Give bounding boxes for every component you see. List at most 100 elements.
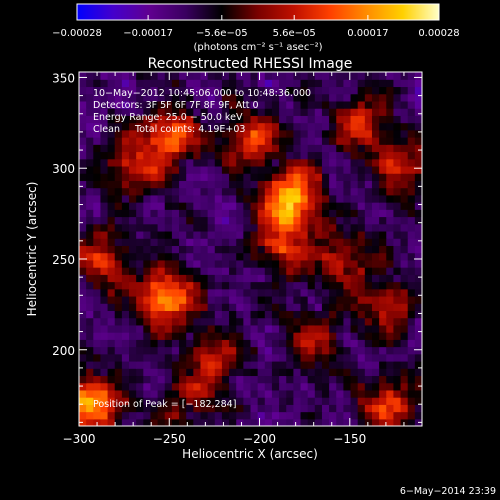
heatmap-cell <box>314 339 323 348</box>
heatmap-cell <box>293 108 302 116</box>
heatmap-cell <box>329 108 337 116</box>
heatmap-cell <box>107 173 116 181</box>
heatmap-cell <box>236 79 244 88</box>
heatmap-cell <box>186 100 194 109</box>
heatmap-cell <box>229 259 237 268</box>
heatmap-cell <box>329 411 337 420</box>
heatmap-cell <box>136 382 144 391</box>
heatmap-cell <box>121 158 130 167</box>
heatmap-cell <box>329 93 337 102</box>
heatmap-cell <box>264 303 273 311</box>
heatmap-cell <box>314 252 323 261</box>
heatmap-cell <box>414 202 422 210</box>
heatmap-cell <box>171 202 180 210</box>
heatmap-cell <box>186 324 194 333</box>
heatmap-cell <box>264 223 273 232</box>
heatmap-cell <box>329 418 337 426</box>
heatmap-cell <box>229 295 237 304</box>
heatmap-cell <box>143 194 152 203</box>
heatmap-cell <box>386 259 395 268</box>
heatmap-cell <box>257 165 266 174</box>
heatmap-cell <box>407 281 416 290</box>
heatmap-cell <box>207 108 216 116</box>
heatmap-cell <box>93 202 102 210</box>
heatmap-cell <box>357 360 366 369</box>
heatmap-cell <box>336 274 344 283</box>
heatmap-cell <box>379 404 387 413</box>
heatmap-cell <box>93 216 102 225</box>
heatmap-cell <box>386 115 395 124</box>
heatmap-cell <box>93 259 102 268</box>
heatmap-cell <box>371 194 380 203</box>
heatmap-cell <box>214 151 223 160</box>
heatmap-cell <box>100 86 109 95</box>
heatmap-cell <box>214 397 223 405</box>
heatmap-cell <box>286 129 294 138</box>
heatmap-cell <box>250 281 259 290</box>
heatmap-cell <box>257 288 266 297</box>
heatmap-cell <box>221 274 230 283</box>
heatmap-cell <box>207 295 216 304</box>
heatmap-cell <box>343 360 352 369</box>
heatmap-cell <box>86 93 94 102</box>
heatmap-cell <box>321 295 330 304</box>
heatmap-cell <box>343 165 352 174</box>
heatmap-cell <box>93 165 102 174</box>
heatmap-cell <box>307 245 316 254</box>
heatmap-cell <box>129 324 137 333</box>
heatmap-cell <box>107 346 116 355</box>
heatmap-cell <box>121 122 130 131</box>
heatmap-cell <box>200 281 209 290</box>
heatmap-cell <box>386 86 395 95</box>
heatmap-cell <box>100 129 109 138</box>
heatmap-cell <box>100 72 109 80</box>
heatmap-cell <box>164 223 173 232</box>
heatmap-cell <box>186 144 194 153</box>
heatmap-cell <box>79 295 87 304</box>
heatmap-cell <box>129 295 137 304</box>
heatmap-cell <box>243 317 252 326</box>
heatmap-cell <box>357 310 366 319</box>
heatmap-cell <box>93 288 102 297</box>
heatmap-cell <box>136 79 144 88</box>
heatmap-cell <box>79 375 87 384</box>
heatmap-cell <box>157 137 166 145</box>
heatmap-cell <box>179 144 187 153</box>
heatmap-cell <box>314 100 323 109</box>
heatmap-cell <box>129 230 137 239</box>
heatmap-cell <box>164 397 173 405</box>
heatmap-cell <box>271 310 280 319</box>
heatmap-cell <box>371 202 380 210</box>
heatmap-cell <box>143 122 152 131</box>
heatmap-cell <box>314 129 323 138</box>
heatmap-cell <box>179 158 187 167</box>
heatmap-cell <box>307 404 316 413</box>
heatmap-cell <box>336 79 344 88</box>
annotation-block: 10−May−2012 10:45:06.000 to 10:48:36.000… <box>93 88 311 135</box>
heatmap-cell <box>86 238 94 246</box>
heatmap-cell <box>171 115 180 124</box>
heatmap-cell <box>200 245 209 254</box>
heatmap-cell <box>243 165 252 174</box>
heatmap-cell <box>293 238 302 246</box>
heatmap-cell <box>307 288 316 297</box>
heatmap-cell <box>129 389 137 398</box>
heatmap-cell <box>243 151 252 160</box>
heatmap-cell <box>371 353 380 362</box>
heatmap-cell <box>379 137 387 145</box>
heatmap-cell <box>321 122 330 131</box>
heatmap-cell <box>107 353 116 362</box>
heatmap-cell <box>221 418 230 426</box>
heatmap-cell <box>279 194 287 203</box>
heatmap-cell <box>371 230 380 239</box>
heatmap-cell <box>207 209 216 218</box>
heatmap-cell <box>107 332 116 340</box>
heatmap-cell <box>336 382 344 391</box>
heatmap-cell <box>350 216 359 225</box>
heatmap-cell <box>393 194 402 203</box>
heatmap-cell <box>257 187 266 196</box>
heatmap-cell <box>336 151 344 160</box>
heatmap-cell <box>150 368 159 377</box>
heatmap-cell <box>321 267 330 275</box>
heatmap-cell <box>186 281 194 290</box>
